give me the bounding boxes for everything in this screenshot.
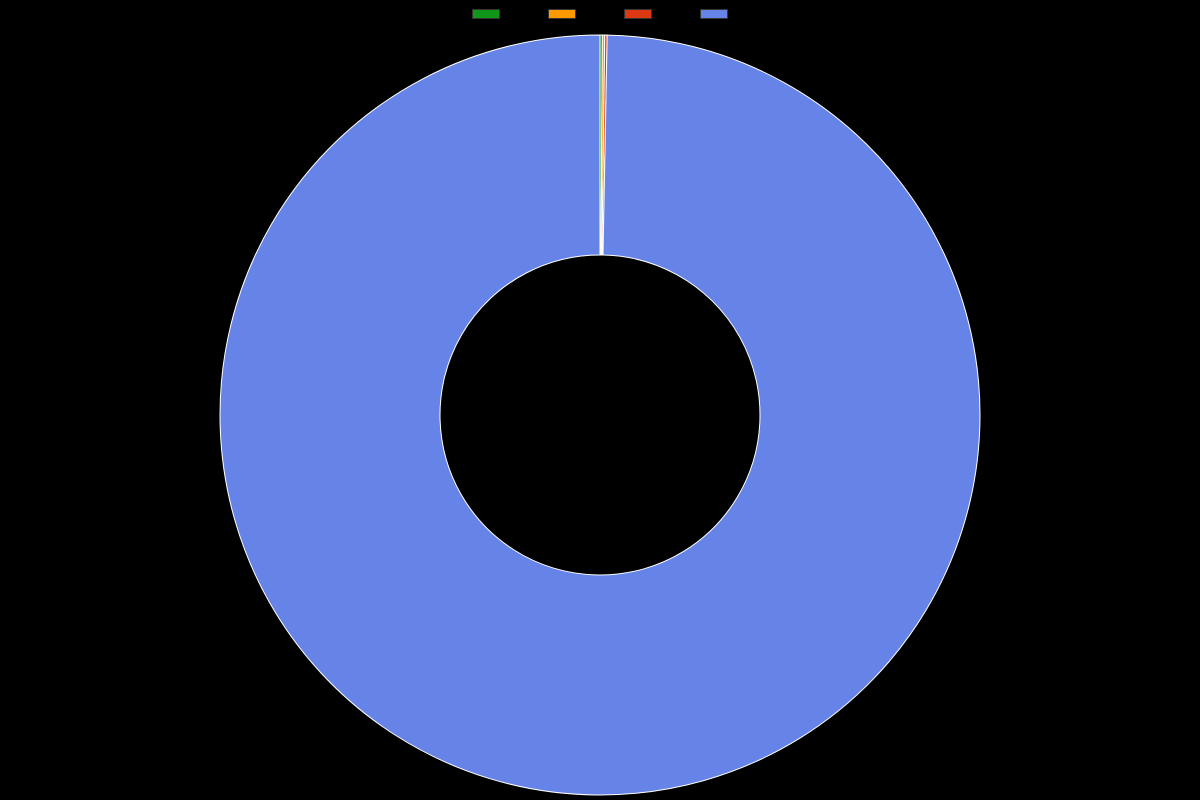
donut-svg	[215, 30, 985, 800]
legend-item-3[interactable]	[700, 9, 728, 19]
legend-swatch-3	[700, 9, 728, 19]
chart-container	[0, 0, 1200, 800]
legend-item-2[interactable]	[624, 9, 652, 19]
donut-chart	[0, 30, 1200, 800]
legend	[0, 9, 1200, 19]
legend-swatch-2	[624, 9, 652, 19]
legend-item-0[interactable]	[472, 9, 500, 19]
legend-item-1[interactable]	[548, 9, 576, 19]
legend-swatch-1	[548, 9, 576, 19]
legend-swatch-0	[472, 9, 500, 19]
